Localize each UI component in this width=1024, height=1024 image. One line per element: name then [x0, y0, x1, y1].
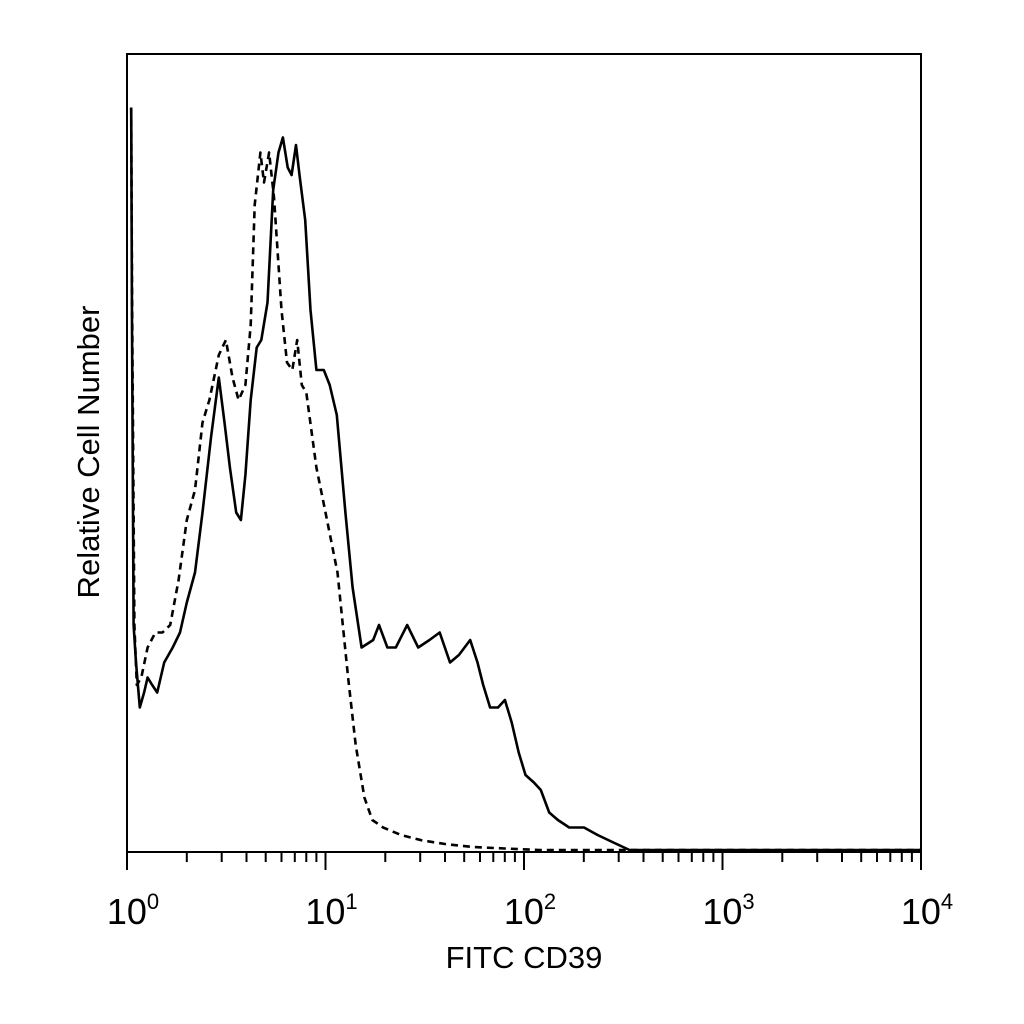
series-solid-line: [129, 107, 921, 852]
x-tick-label: 101: [305, 889, 357, 932]
y-axis-title: Relative Cell Number: [71, 306, 106, 599]
x-tick-label: 100: [107, 889, 159, 932]
x-tick-label: 104: [901, 889, 953, 932]
x-tick-label: 102: [504, 889, 556, 932]
x-tick-label: 103: [702, 889, 754, 932]
x-axis-tick-labels: 100 101 102 103 104: [107, 889, 953, 932]
x-axis-ticks: [126, 852, 922, 870]
x-axis-title: FITC CD39: [446, 940, 603, 975]
series-layer: [129, 107, 921, 852]
series-dashed-line: [129, 107, 921, 852]
